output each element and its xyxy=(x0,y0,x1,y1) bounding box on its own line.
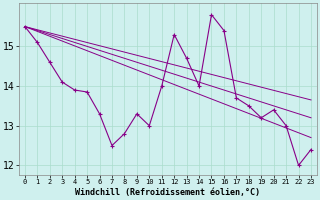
X-axis label: Windchill (Refroidissement éolien,°C): Windchill (Refroidissement éolien,°C) xyxy=(76,188,260,197)
